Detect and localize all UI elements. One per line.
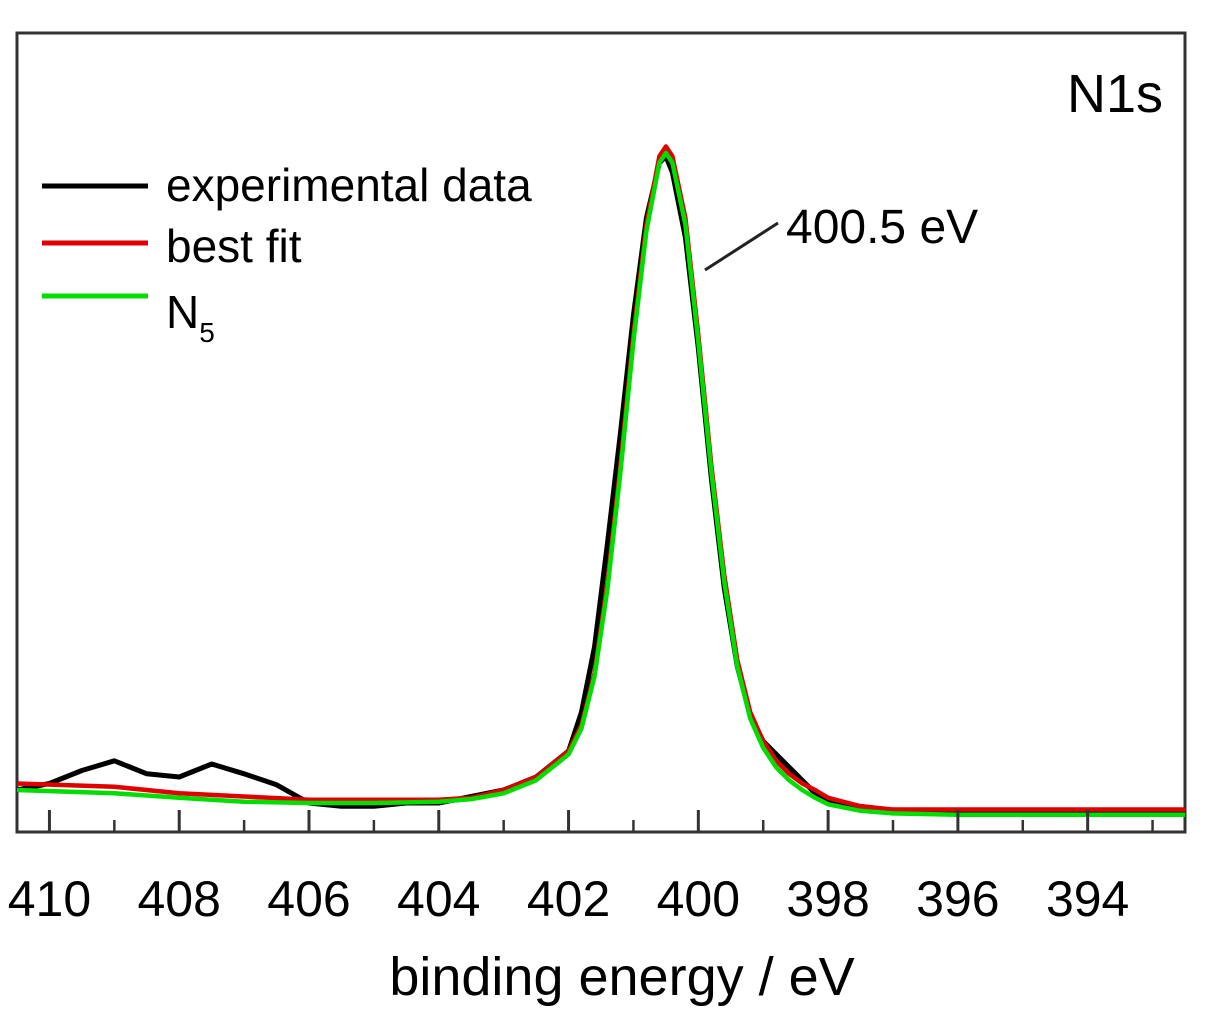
- legend-label-n5: N5: [166, 286, 215, 348]
- x-tick-label-396: 396: [916, 871, 999, 927]
- x-ticks: 410 408 406 404 402 400 398 396 394: [8, 810, 1154, 927]
- plot-area: 410 408 406 404 402 400 398 396 394: [8, 31, 1187, 927]
- legend: experimental data best fit N5: [42, 159, 532, 348]
- x-tick-label-400: 400: [657, 871, 740, 927]
- x-tick-label-394: 394: [1046, 871, 1129, 927]
- x-tick-label-410: 410: [8, 871, 91, 927]
- annotation-leader-line: [704, 221, 779, 272]
- plot-frame: [15, 31, 1187, 834]
- x-tick-label-398: 398: [786, 871, 869, 927]
- x-tick-label-408: 408: [138, 871, 221, 927]
- peak-annotation: 400.5 eV: [704, 201, 978, 272]
- legend-label-experimental-data: experimental data: [166, 159, 532, 211]
- panel-label: N1s: [1067, 64, 1163, 124]
- x-tick-label-402: 402: [527, 871, 610, 927]
- legend-label-n5-main: N: [166, 286, 199, 338]
- annotation-label: 400.5 eV: [786, 201, 978, 254]
- x-tick-label-406: 406: [267, 871, 350, 927]
- legend-label-n5-subscript: 5: [199, 317, 215, 348]
- series-line-n5: [16, 150, 1185, 817]
- series-layer: [16, 144, 1185, 817]
- x-axis-label: binding energy / eV: [389, 947, 854, 1007]
- x-tick-label-404: 404: [397, 871, 480, 927]
- legend-label-best-fit: best fit: [166, 220, 302, 272]
